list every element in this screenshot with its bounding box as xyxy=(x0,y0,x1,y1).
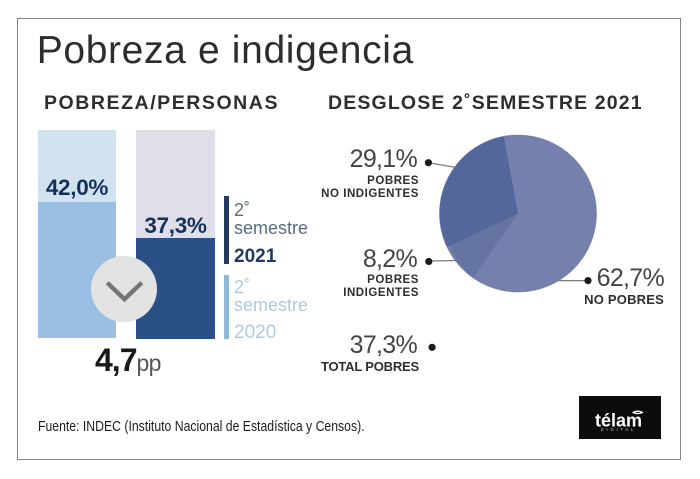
svg-text:DIGITAL: DIGITAL xyxy=(601,427,637,432)
svg-text:télam: télam xyxy=(595,410,642,430)
